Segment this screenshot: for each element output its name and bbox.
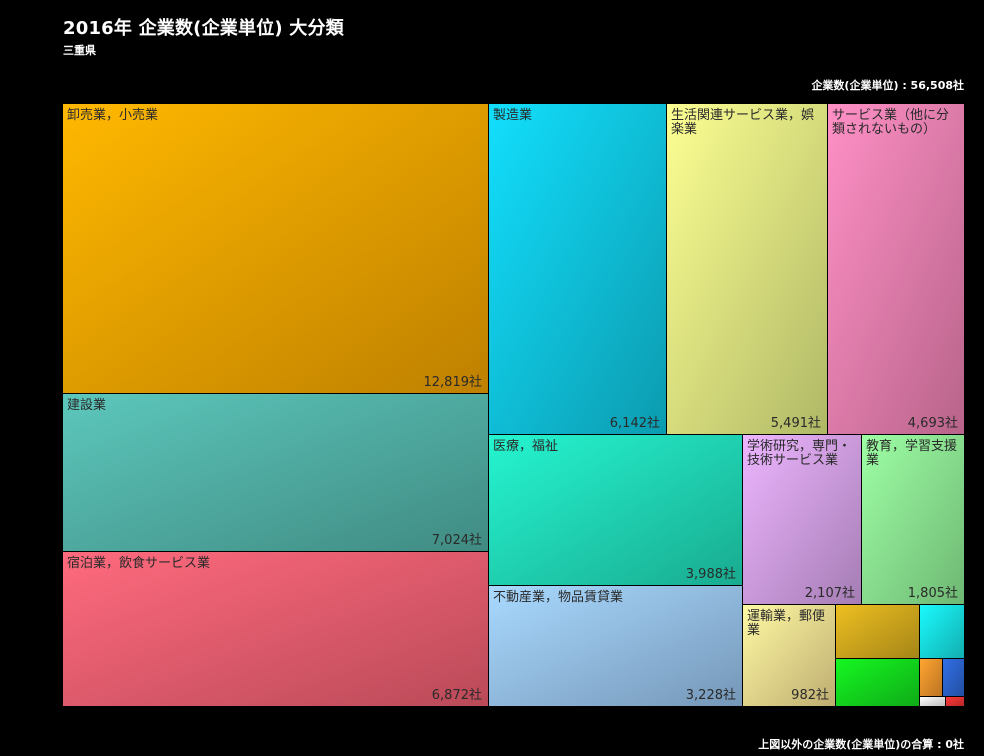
tile-value: 2,107社 (804, 586, 855, 601)
treemap-tile[interactable]: サービス業（他に分類されないもの） 4,693社 (828, 104, 965, 435)
treemap: 卸売業，小売業 12,819社建設業 7,024社宿泊業，飲食サービス業 6,872社… (63, 104, 965, 707)
treemap-tile[interactable]: 学術研究，専門・技術サービス業 2,107社 (743, 435, 862, 605)
tile-name: 不動産業，物品賃貸業 (493, 590, 624, 605)
tile-name: サービス業（他に分類されないもの） (832, 108, 950, 137)
treemap-tile[interactable]: 不動産業，物品賃貸業 3,228社 (489, 586, 743, 707)
tile-name: 医療，福祉 (493, 439, 559, 454)
tile-name: 学術研究，専門・技術サービス業 (747, 439, 852, 468)
treemap-tile[interactable]: 卸売業，小売業 12,819社 (63, 104, 489, 394)
treemap-tile[interactable] (836, 605, 920, 659)
treemap-tile[interactable] (920, 605, 965, 659)
treemap-tile[interactable]: 医療，福祉 3,988社 (489, 435, 743, 586)
tile-value: 1,805社 (907, 586, 958, 601)
treemap-tile[interactable] (836, 659, 920, 707)
tile-name: 卸売業，小売業 (67, 108, 159, 123)
treemap-tile[interactable] (920, 659, 943, 697)
treemap-tile[interactable]: 宿泊業，飲食サービス業 6,872社 (63, 552, 489, 707)
tile-value: 6,872社 (431, 688, 482, 703)
tile-value: 4,693社 (907, 416, 958, 431)
total-label: 企業数(企業単位) : 56,508社 (811, 79, 964, 92)
footer-note: 上図以外の企業数(企業単位)の合算 : 0社 (758, 738, 964, 751)
tile-value: 7,024社 (431, 533, 482, 548)
tile-value: 6,142社 (609, 416, 660, 431)
tile-value: 5,491社 (770, 416, 821, 431)
chart-subtitle: 三重県 (63, 44, 96, 57)
treemap-tile[interactable]: 製造業 6,142社 (489, 104, 667, 435)
treemap-tile[interactable]: 生活関連サービス業，娯楽業 5,491社 (667, 104, 828, 435)
tile-value: 12,819社 (423, 375, 483, 390)
treemap-tile[interactable]: 教育，学習支援業 1,805社 (862, 435, 965, 605)
tile-name: 教育，学習支援業 (866, 439, 958, 468)
tile-value: 3,228社 (685, 688, 736, 703)
treemap-tile[interactable]: 建設業 7,024社 (63, 394, 489, 552)
treemap-tile[interactable] (946, 697, 965, 707)
chart-title: 2016年 企業数(企業単位) 大分類 (63, 18, 344, 39)
tile-name: 生活関連サービス業，娯楽業 (671, 108, 815, 137)
tile-name: 建設業 (67, 398, 107, 413)
tile-name: 運輸業，郵便業 (747, 609, 826, 638)
tile-name: 宿泊業，飲食サービス業 (67, 556, 211, 571)
tile-name: 製造業 (493, 108, 533, 123)
tile-value: 982社 (791, 688, 829, 703)
treemap-tile[interactable] (943, 659, 965, 697)
treemap-tile[interactable] (920, 697, 946, 707)
treemap-tile[interactable]: 運輸業，郵便業 982社 (743, 605, 836, 707)
tile-value: 3,988社 (685, 567, 736, 582)
